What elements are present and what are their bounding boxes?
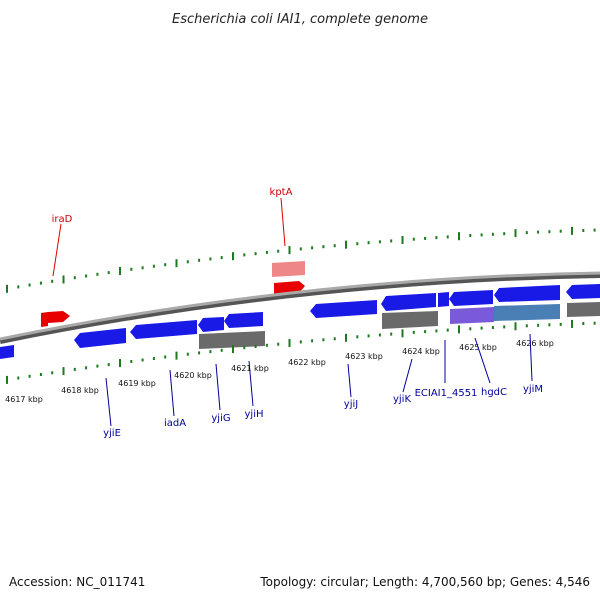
yjiK-cds-band	[382, 311, 438, 329]
iadA-gene-arrow	[130, 320, 197, 339]
yjiM-cds-band	[494, 304, 560, 321]
genome-summary-text: Topology: circular; Length: 4,700,560 bp…	[259, 575, 590, 589]
yjiM-leader	[529, 333, 533, 382]
gene-leader-lines	[52, 197, 533, 427]
iadA-leader	[169, 369, 175, 417]
yjiE-leader	[105, 377, 112, 427]
yjiJ-leader	[347, 363, 352, 398]
tick-label-4626: 4626 kbp	[516, 339, 554, 348]
yjiG-leader	[215, 363, 221, 411]
gene-label-yjiJ: yjiJ	[344, 399, 358, 410]
outer-tick-track	[6, 226, 596, 293]
accession-text: Accession: NC_011741	[9, 575, 145, 589]
yjiK-leader	[402, 358, 413, 393]
gene-label-hgdC: hgdC	[481, 387, 507, 398]
gene-label-yjiK: yjiK	[393, 394, 411, 405]
backbone-shadow	[0, 272, 600, 344]
partial-gene-right	[566, 284, 600, 299]
gene-label-yjiG: yjiG	[211, 413, 230, 424]
gene-label-yjiH: yjiH	[245, 409, 264, 420]
genome-backbone	[0, 271, 600, 341]
tick-label-4618: 4618 kbp	[61, 386, 99, 395]
gene-label-iadA: iadA	[164, 418, 186, 429]
kptA-rna-feature	[272, 261, 305, 277]
inner-tick-track	[6, 319, 596, 384]
iraD-gene-fragment	[41, 312, 48, 327]
partial-gene-left	[0, 345, 14, 359]
iraD-leader	[52, 223, 62, 277]
gene-label-kptA: kptA	[270, 187, 293, 198]
gene-label-yjiE: yjiE	[103, 428, 121, 439]
hgdC-gene-arrow	[449, 290, 493, 306]
yjiJ-gene-arrow	[310, 300, 377, 318]
yjiH-gene-arrow	[224, 312, 263, 328]
ECIAI1_4551-gene	[438, 292, 449, 307]
tick-label-4622: 4622 kbp	[288, 358, 326, 367]
tick-label-4617: 4617 kbp	[5, 395, 43, 404]
yjiG-yjiH-cds-band	[199, 331, 265, 349]
gene-label-yjiM: yjiM	[523, 384, 543, 395]
yjiM-gene-arrow	[494, 285, 560, 302]
right-cds-band	[567, 302, 600, 317]
forward-features	[41, 261, 305, 327]
hgdC-cds-band	[450, 307, 494, 324]
yjiE-gene-arrow	[74, 328, 126, 348]
tick-label-4624: 4624 kbp	[402, 347, 440, 356]
yjiK-gene-arrow	[381, 293, 436, 311]
gene-labels: iraD kptA yjiE iadA yjiG yjiH yjiJ yjiK …	[52, 187, 543, 439]
kptA-leader	[280, 197, 286, 247]
tick-label-4623: 4623 kbp	[345, 352, 383, 361]
genome-title: Escherichia coli IAI1, complete genome	[172, 12, 428, 27]
tick-label-4620: 4620 kbp	[174, 371, 212, 380]
yjiG-gene-arrow	[198, 317, 224, 332]
gene-label-iraD: iraD	[52, 214, 73, 225]
hgdC-leader	[474, 337, 491, 384]
iraD-gene-arrow	[48, 311, 70, 323]
yjiH-leader	[248, 360, 254, 407]
gene-label-ECIAI1_4551: ECIAI1_4551	[415, 388, 478, 399]
tick-label-4619: 4619 kbp	[118, 379, 156, 388]
reverse-features	[0, 284, 600, 359]
